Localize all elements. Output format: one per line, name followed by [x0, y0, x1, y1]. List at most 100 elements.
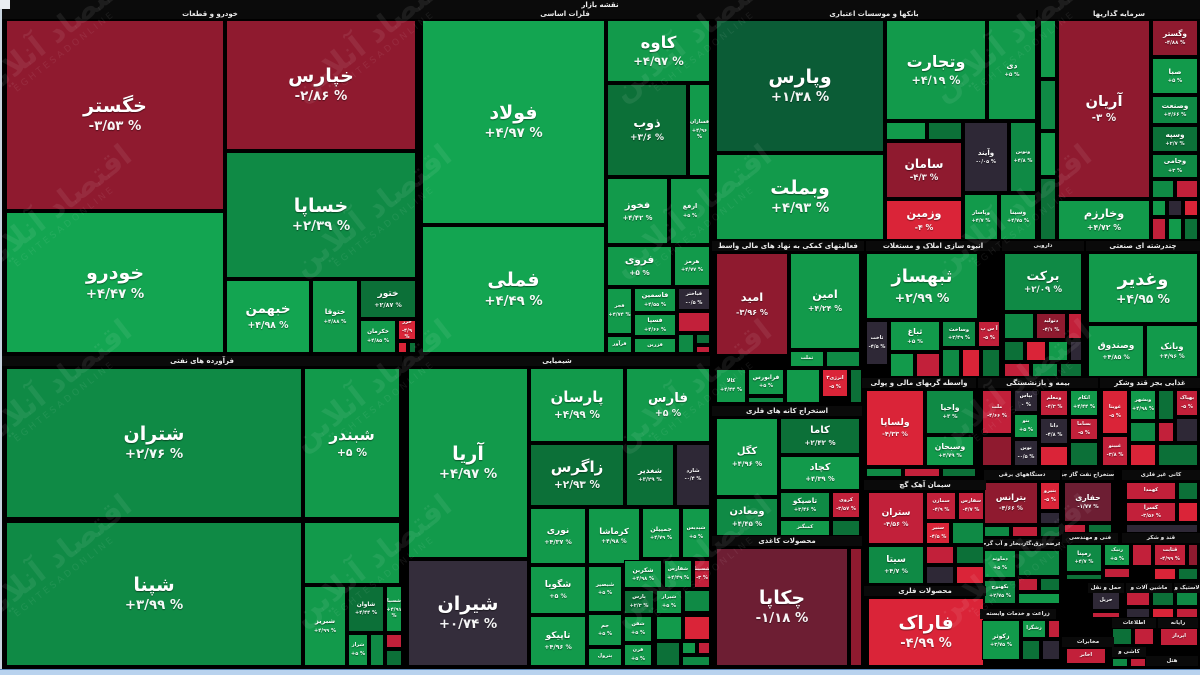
mini-tile[interactable] — [1040, 512, 1060, 524]
mini-tile[interactable] — [904, 468, 940, 477]
tile-کروی[interactable]: کروی -۳/۵۷ % — [832, 492, 860, 518]
mini-tile[interactable] — [1040, 178, 1056, 240]
tile-سامان[interactable]: سامان -۴/۳ % — [886, 142, 962, 198]
tile-خگستر[interactable]: خگستر -۳/۵۳ % — [6, 20, 224, 210]
mini-tile[interactable] — [786, 369, 820, 403]
mini-tile[interactable] — [982, 349, 1000, 377]
tile-فارس[interactable]: فارس +۵ % — [626, 368, 710, 442]
tile-وزمین[interactable]: وزمین -۴ % — [886, 200, 962, 240]
tile-سنیر[interactable]: سنیر -۴/۵ % — [926, 522, 950, 544]
mini-tile[interactable] — [684, 616, 710, 640]
mini-tile[interactable] — [1004, 363, 1030, 377]
mini-tile[interactable] — [1068, 313, 1082, 339]
mini-tile[interactable] — [962, 349, 980, 377]
mini-tile[interactable] — [1048, 620, 1060, 638]
tile-کالا[interactable]: کالا +۴/۴۴ % — [716, 369, 746, 403]
tile-ختوقا[interactable]: ختوقا +۴/۸۸ % — [312, 280, 358, 353]
tile-غویتا[interactable]: غویتا -۵ % — [1102, 390, 1128, 434]
tile-وساخت[interactable]: وساخت +۳/۴۹ % — [942, 321, 976, 347]
tile-تاپیکو[interactable]: تاپیکو +۴/۹۶ % — [530, 616, 586, 666]
mini-tile[interactable] — [1176, 180, 1198, 198]
mini-tile[interactable] — [1178, 568, 1198, 580]
tile-خپارس[interactable]: خپارس -۲/۸۶ % — [226, 20, 416, 150]
mini-tile[interactable] — [1152, 200, 1166, 216]
tile-دی[interactable]: دی +۵ % — [988, 20, 1036, 120]
tile-بنیرو[interactable]: بنیرو -۵ % — [1040, 482, 1060, 510]
mini-tile[interactable] — [409, 342, 416, 353]
tile-بساما[interactable]: بساما -۵ % — [1070, 418, 1098, 440]
mini-tile[interactable] — [1132, 544, 1152, 566]
mini-tile[interactable] — [1064, 524, 1086, 533]
mini-tile[interactable] — [682, 656, 710, 666]
tile-شسپا[interactable]: شسپا +۴/۹۱ % — [386, 586, 402, 632]
tile-بنو[interactable]: بنو +۵ % — [1014, 414, 1038, 438]
tile-کگل[interactable]: کگل +۴/۹۶ % — [716, 418, 778, 496]
mini-tile[interactable] — [684, 590, 710, 612]
tile-اپرداز[interactable]: اپرداز — [1160, 628, 1198, 646]
tile-کهمدا[interactable]: کهمدا — [1126, 482, 1176, 500]
mini-tile[interactable] — [656, 642, 680, 666]
tile-وصنعت[interactable]: وصنعت +۴/۶۶ % — [1152, 96, 1198, 124]
tile-زشگزا[interactable]: زشگزا — [1022, 620, 1046, 638]
tile-کاما[interactable]: کاما +۲/۴۲ % — [780, 418, 860, 454]
tile-ثاخت[interactable]: ثاخت -۴/۵ % — [866, 321, 888, 365]
mini-tile[interactable] — [850, 548, 862, 666]
tile-آ-س-پ[interactable]: آ س پ -۵ % — [978, 321, 1000, 347]
mini-tile[interactable] — [1126, 608, 1150, 618]
tile-ثبهساز[interactable]: ثبهساز +۲/۹۹ % — [866, 253, 978, 319]
mini-tile[interactable] — [1152, 180, 1174, 198]
mini-tile[interactable] — [1032, 363, 1058, 377]
tile-وجامی[interactable]: وجامی +۳ % — [1152, 154, 1198, 178]
mini-tile[interactable] — [1168, 200, 1182, 216]
tile-فسازان[interactable]: فسازان +۴/۹۶ % — [689, 84, 710, 176]
tile-وسپه[interactable]: وسپه +۲/۷ % — [1152, 126, 1198, 152]
tile-زکوثر[interactable]: زکوثر +۳/۷۵ % — [982, 620, 1020, 660]
mini-tile[interactable] — [1178, 482, 1198, 500]
tile-ثباغ[interactable]: ثباغ +۵ % — [890, 321, 940, 351]
tile-شارد[interactable]: شارد -۰/۴ % — [676, 444, 710, 506]
tile-ومعادن[interactable]: ومعادن +۴/۴۵ % — [716, 498, 778, 536]
mini-tile[interactable] — [1158, 444, 1198, 466]
tile-شغدیر[interactable]: شغدیر +۳/۲۹ % — [626, 444, 674, 506]
mini-tile[interactable] — [1040, 526, 1060, 537]
tile-آریا[interactable]: آریا +۴/۹۷ % — [408, 368, 528, 558]
tile-وبشهر[interactable]: وبشهر +۴/۹۸ % — [1130, 390, 1156, 420]
mini-tile[interactable] — [656, 616, 682, 640]
mini-tile[interactable] — [1176, 592, 1198, 606]
tile-شاوان[interactable]: شاوان +۴/۴۴ % — [348, 586, 384, 632]
tile-شیراز[interactable]: شیراز +۵ % — [656, 590, 682, 614]
mini-tile[interactable] — [826, 351, 860, 367]
tile-خودرو[interactable]: خودرو +۴/۴۷ % — [6, 212, 224, 353]
tile-شپدیس[interactable]: شپدیس +۵ % — [682, 508, 710, 558]
tile-بکهنوج[interactable]: بکهنوج +۲/۷۵ % — [984, 580, 1016, 604]
mini-tile[interactable] — [1040, 132, 1056, 176]
tile-وگستر[interactable]: وگستر -۴/۸۸ % — [1152, 20, 1198, 56]
tile-وبملت[interactable]: وبملت +۴/۹۳ % — [716, 154, 884, 240]
mini-tile[interactable] — [696, 346, 710, 353]
mini-tile[interactable] — [1018, 578, 1038, 591]
tile-نوین[interactable]: نوین -۰/۵ % — [1014, 440, 1038, 466]
tile-اخابر[interactable]: اخابر — [1066, 648, 1106, 664]
mini-tile[interactable] — [942, 349, 960, 377]
mini-tile[interactable] — [916, 353, 940, 377]
tile-وسینا[interactable]: وسینا +۴/۷۵ % — [1000, 194, 1036, 240]
mini-tile[interactable] — [886, 122, 926, 140]
tile-ذوب[interactable]: ذوب +۳/۶ % — [607, 84, 687, 176]
tile-شبندر[interactable]: شبندر +۵ % — [304, 368, 400, 518]
tile-شکربن[interactable]: شکربن +۴/۹۸ % — [624, 560, 662, 588]
mini-tile[interactable] — [1070, 442, 1098, 466]
mini-tile[interactable] — [1126, 524, 1198, 533]
mini-tile[interactable] — [1018, 550, 1060, 576]
tile-غبینو[interactable]: غبینو -۳/۸ % — [1102, 436, 1128, 466]
tile-ملت[interactable]: ملت -۴/۶۶ % — [982, 390, 1012, 434]
mini-tile[interactable] — [1176, 608, 1198, 618]
tile-واحیا[interactable]: واحیا +۳ % — [926, 390, 974, 434]
tile-رمپنا[interactable]: رمپنا +۴/۷ % — [1066, 544, 1102, 572]
mini-tile[interactable] — [832, 520, 860, 536]
tile-کسرا[interactable]: کسرا -۳/۵۶ % — [1126, 502, 1176, 522]
tile-ارفع[interactable]: ارفع +۵ % — [670, 178, 710, 244]
mini-tile[interactable] — [866, 468, 902, 477]
tile-ونوین[interactable]: ونوین +۴/۸ % — [1010, 122, 1036, 192]
mini-tile[interactable] — [1176, 418, 1198, 442]
tile-شراز[interactable]: شراز +۵ % — [348, 634, 368, 666]
